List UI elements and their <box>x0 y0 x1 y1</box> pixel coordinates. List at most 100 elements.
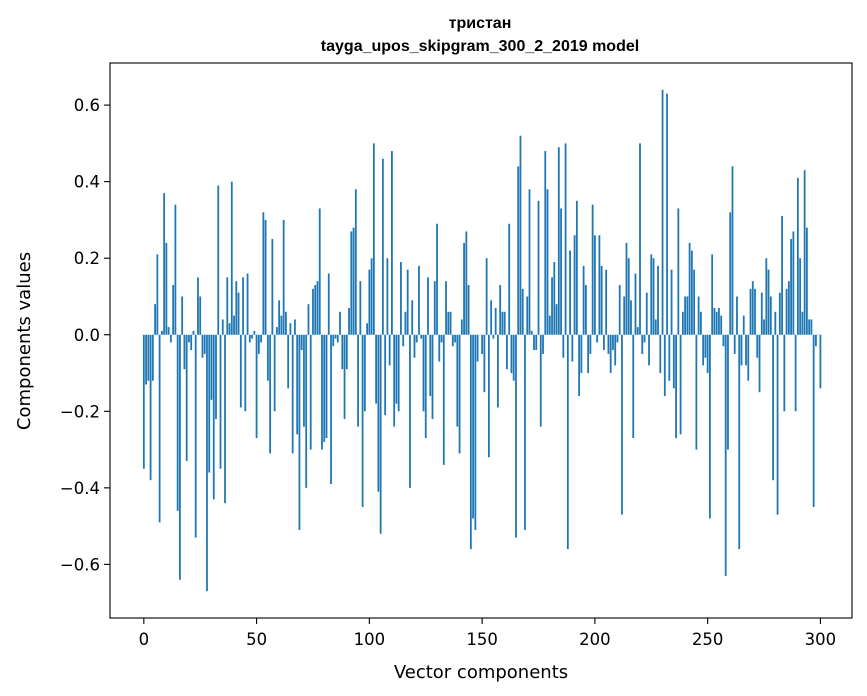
bar <box>697 296 700 335</box>
y-tick-label: −0.6 <box>60 555 100 574</box>
bar <box>609 334 612 374</box>
bar <box>422 334 425 412</box>
bar <box>289 323 292 335</box>
bar <box>192 330 195 335</box>
bar <box>672 334 675 389</box>
bar <box>661 89 664 335</box>
bar <box>221 319 224 335</box>
bar <box>772 334 774 481</box>
bar <box>368 269 371 335</box>
bar <box>465 231 468 335</box>
bar <box>391 151 393 335</box>
bar <box>805 227 808 335</box>
bars-group <box>142 89 822 592</box>
bar <box>300 334 303 351</box>
bar <box>481 334 484 354</box>
bar <box>562 334 565 358</box>
bar <box>246 273 249 335</box>
bar <box>548 315 551 335</box>
bar <box>666 93 668 335</box>
bar <box>181 296 184 335</box>
bar <box>526 296 529 335</box>
bar <box>510 334 513 374</box>
bar <box>314 285 317 335</box>
bar <box>154 304 156 335</box>
bar <box>167 327 170 335</box>
chart-subtitle: tayga_upos_skipgram_300_2_2019 model <box>321 38 639 55</box>
bar <box>582 265 585 335</box>
bar <box>544 151 547 335</box>
bar <box>492 334 495 339</box>
bar <box>675 334 677 439</box>
bar <box>521 288 524 335</box>
bar <box>348 307 350 335</box>
bar <box>738 334 741 550</box>
bar <box>206 334 208 592</box>
y-axis-label: Components values <box>14 252 35 430</box>
bar <box>763 319 765 335</box>
bar <box>454 334 456 343</box>
bar <box>679 334 682 435</box>
bar <box>587 334 590 374</box>
bar <box>294 319 296 335</box>
bar <box>345 334 348 370</box>
bar <box>406 269 409 335</box>
bar <box>244 334 247 412</box>
bar <box>431 334 434 419</box>
bar <box>269 334 272 454</box>
bar <box>598 235 601 335</box>
bar <box>503 311 506 335</box>
y-tick-label: 0.2 <box>74 249 100 268</box>
x-tick-label: 250 <box>692 630 724 649</box>
bar <box>566 334 569 550</box>
bar <box>458 334 461 454</box>
bar <box>210 334 213 400</box>
bar <box>699 311 702 335</box>
bar <box>733 334 736 354</box>
bar <box>715 311 718 335</box>
bar <box>537 200 540 335</box>
bar <box>318 208 321 335</box>
bar <box>433 281 436 335</box>
bar <box>393 334 396 427</box>
bar <box>614 334 617 366</box>
bar <box>194 334 197 538</box>
bar <box>327 273 330 335</box>
bar <box>271 239 274 335</box>
bar <box>242 277 244 335</box>
bar <box>305 334 308 488</box>
x-axis-label: Vector components <box>394 662 568 683</box>
bar <box>309 334 312 450</box>
bar <box>494 307 497 335</box>
bar <box>720 315 723 335</box>
bar <box>332 334 335 347</box>
bar <box>575 200 578 335</box>
bar <box>160 330 163 335</box>
bar <box>627 258 630 335</box>
bar <box>657 265 659 335</box>
bar <box>569 250 571 335</box>
bar <box>361 334 364 507</box>
bar <box>158 334 161 523</box>
bar <box>623 296 626 335</box>
bar <box>621 334 623 515</box>
bar <box>330 334 332 485</box>
bar <box>224 334 226 504</box>
bar <box>278 300 281 335</box>
bar <box>275 327 278 335</box>
bar <box>754 288 756 335</box>
bar <box>156 254 159 335</box>
bar <box>460 319 463 335</box>
bar <box>607 334 610 354</box>
bar <box>226 277 229 335</box>
bar <box>758 334 761 393</box>
bar <box>605 269 608 335</box>
bar <box>239 334 242 408</box>
bar <box>203 334 206 354</box>
bar <box>201 334 204 358</box>
bar <box>612 334 614 351</box>
bar <box>145 334 147 385</box>
bar <box>801 311 804 335</box>
bar <box>325 334 328 439</box>
bar <box>528 189 531 335</box>
